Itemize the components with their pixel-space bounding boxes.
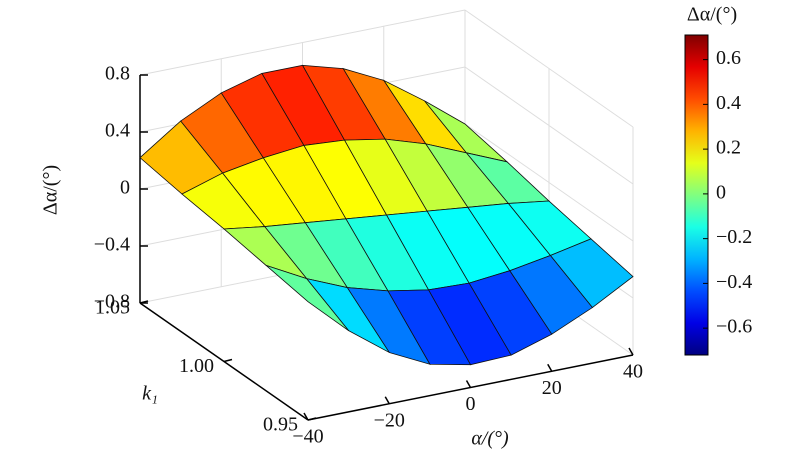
z-axis-label: Δα/(°) bbox=[40, 165, 62, 215]
z-tick-label: 0.4 bbox=[105, 120, 130, 142]
y-tick bbox=[307, 417, 317, 421]
x-tick bbox=[547, 363, 553, 372]
z-tick-label: 0 bbox=[120, 177, 130, 199]
x-tick-label: 20 bbox=[542, 377, 562, 399]
z-tick-label: 0.8 bbox=[105, 63, 130, 85]
colorbar-title: Δα/(°) bbox=[687, 4, 737, 26]
y-tick bbox=[139, 300, 149, 304]
y-axis-label: k₁ bbox=[142, 383, 158, 405]
grid-line bbox=[464, 123, 634, 242]
grid-line bbox=[139, 9, 466, 76]
colorbar bbox=[684, 34, 709, 356]
grid-line bbox=[464, 66, 634, 185]
y-tick bbox=[223, 358, 233, 363]
colorbar-tick-label: 0.4 bbox=[716, 92, 741, 114]
colorbar-tick-label: 0.6 bbox=[716, 47, 741, 69]
surface-cell bbox=[265, 264, 349, 331]
y-tick-label: 1.05 bbox=[95, 297, 130, 319]
y-tick-label: 0.95 bbox=[263, 414, 298, 436]
colorbar-tick-label: 0 bbox=[716, 181, 726, 203]
colorbar-tick-label: −0.4 bbox=[716, 271, 752, 293]
z-tick-label: −0.4 bbox=[94, 234, 130, 256]
x-tick-label: 40 bbox=[623, 361, 643, 383]
x-tick bbox=[465, 380, 472, 388]
x-axis-label: α/(°) bbox=[471, 428, 509, 450]
x-tick bbox=[384, 396, 390, 405]
x-tick-label: −40 bbox=[292, 426, 323, 448]
x-tick-label: 0 bbox=[466, 393, 476, 415]
z-tick-label: −0.8 bbox=[94, 291, 130, 313]
colorbar-tick-label: −0.2 bbox=[716, 226, 752, 248]
y-tick-label: 1.00 bbox=[179, 355, 214, 377]
colorbar-tick-label: −0.6 bbox=[716, 316, 752, 338]
x-tick bbox=[303, 412, 309, 421]
grid-line bbox=[464, 9, 634, 128]
colorbar-tick-label: 0.2 bbox=[716, 137, 741, 159]
x-tick bbox=[628, 347, 634, 356]
x-tick-label: −20 bbox=[374, 409, 405, 431]
